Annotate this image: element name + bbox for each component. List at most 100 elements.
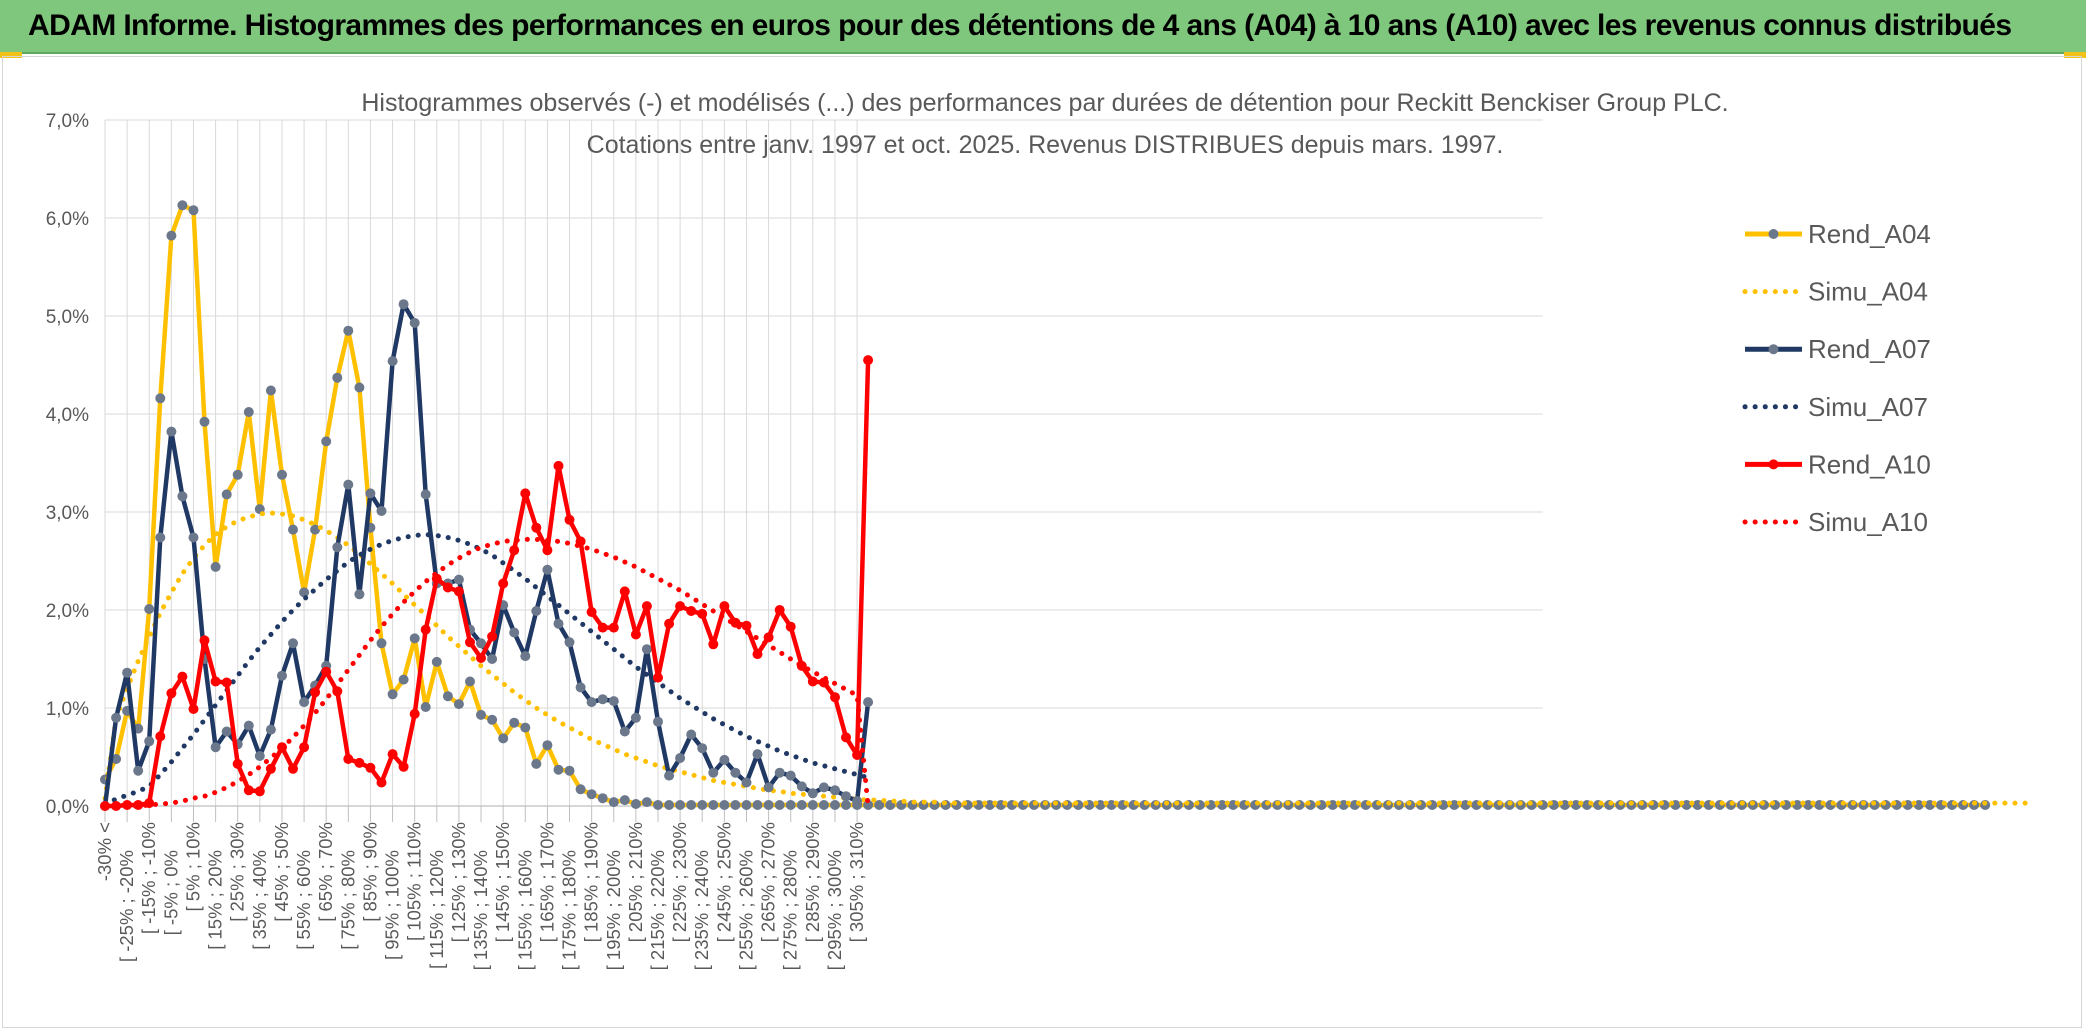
data-point bbox=[719, 601, 730, 612]
data-point bbox=[653, 672, 663, 683]
data-point bbox=[653, 716, 663, 727]
data-point bbox=[277, 670, 287, 681]
x-tick-label: [ 145% ; 150% bbox=[492, 822, 513, 942]
data-point bbox=[785, 770, 796, 781]
data-point bbox=[265, 724, 276, 735]
data-point bbox=[310, 687, 321, 698]
data-point bbox=[841, 800, 851, 810]
data-point bbox=[520, 488, 531, 499]
legend-label: Rend_A10 bbox=[1808, 449, 1931, 479]
data-point bbox=[830, 800, 840, 810]
series-simu-a07-line bbox=[102, 531, 871, 807]
data-point bbox=[774, 800, 785, 810]
y-tick-label: 2,0% bbox=[46, 601, 89, 622]
legend-marker bbox=[1768, 229, 1779, 239]
data-point bbox=[398, 761, 409, 772]
data-point bbox=[852, 796, 863, 807]
data-point bbox=[487, 714, 498, 725]
x-tick-label: [ 245% ; 250% bbox=[713, 822, 734, 942]
data-point bbox=[807, 676, 818, 687]
data-point bbox=[697, 800, 708, 810]
data-point bbox=[542, 564, 553, 575]
data-point bbox=[586, 789, 597, 800]
data-point bbox=[630, 629, 641, 640]
data-point bbox=[531, 522, 542, 533]
series-rend-a04-line bbox=[103, 203, 1986, 808]
data-point bbox=[365, 488, 376, 499]
data-point bbox=[608, 797, 619, 808]
data-point bbox=[531, 758, 542, 769]
data-point bbox=[708, 639, 719, 650]
data-point bbox=[752, 749, 763, 760]
x-tick-label: [ 255% ; 260% bbox=[735, 850, 756, 970]
data-point bbox=[708, 800, 719, 810]
data-point bbox=[741, 620, 752, 631]
data-point bbox=[155, 731, 166, 742]
x-tick-label: [ 265% ; 270% bbox=[758, 822, 779, 942]
data-point bbox=[818, 800, 829, 810]
data-point bbox=[708, 767, 719, 778]
data-point bbox=[719, 754, 730, 765]
data-point bbox=[852, 750, 863, 760]
data-point bbox=[641, 601, 652, 612]
data-point bbox=[254, 751, 265, 761]
data-point bbox=[155, 393, 166, 404]
chart-subtitle: Cotations entre janv. 1997 et oct. 2025.… bbox=[587, 131, 1504, 159]
data-point bbox=[332, 542, 343, 553]
data-point bbox=[841, 732, 851, 743]
data-point bbox=[520, 651, 531, 662]
data-point bbox=[874, 800, 885, 810]
data-point bbox=[465, 637, 475, 648]
data-point bbox=[376, 506, 387, 516]
data-point bbox=[597, 793, 608, 804]
data-point bbox=[277, 469, 287, 480]
data-point bbox=[586, 607, 597, 617]
data-point bbox=[376, 638, 387, 649]
x-tick-label: [ 155% ; 160% bbox=[514, 850, 535, 970]
data-point bbox=[288, 638, 298, 649]
data-point bbox=[796, 800, 807, 810]
x-tick-label: [ 65% ; 70% bbox=[315, 822, 336, 922]
x-tick-label: -30% < bbox=[94, 822, 115, 881]
data-point bbox=[476, 709, 486, 720]
data-point bbox=[199, 416, 210, 427]
data-point bbox=[365, 762, 376, 773]
data-point bbox=[564, 514, 575, 525]
data-point bbox=[863, 355, 874, 366]
data-point bbox=[177, 491, 188, 502]
data-point bbox=[409, 708, 420, 719]
data-point bbox=[520, 722, 531, 733]
data-point bbox=[177, 200, 188, 211]
x-tick-label: [ 25% ; 30% bbox=[227, 822, 248, 922]
data-point bbox=[719, 800, 730, 810]
data-point bbox=[630, 799, 641, 809]
data-point bbox=[575, 682, 586, 693]
data-point bbox=[221, 489, 232, 500]
data-point bbox=[830, 692, 840, 703]
y-tick-label: 1,0% bbox=[46, 699, 89, 720]
y-tick-label: 4,0% bbox=[46, 405, 89, 426]
y-tick-label: 6,0% bbox=[46, 209, 89, 230]
data-point bbox=[553, 764, 564, 775]
x-tick-label: [ 295% ; 300% bbox=[824, 850, 845, 970]
y-tick-label: 7,0% bbox=[46, 111, 89, 132]
x-tick-label: [ 175% ; 180% bbox=[559, 850, 580, 970]
data-point bbox=[675, 800, 686, 810]
chart-legend: Rend_A04 Simu_A04 Rend_A07 Simu_A07 Rend_A10… bbox=[1742, 219, 1931, 537]
data-point bbox=[686, 729, 697, 740]
data-point bbox=[741, 777, 752, 788]
data-point bbox=[730, 800, 741, 810]
data-point bbox=[343, 479, 354, 490]
data-point bbox=[619, 586, 630, 597]
data-point bbox=[752, 649, 763, 660]
data-point bbox=[155, 532, 166, 543]
data-point bbox=[376, 777, 387, 788]
data-point bbox=[586, 697, 597, 708]
data-point bbox=[807, 788, 818, 799]
data-point bbox=[841, 791, 851, 802]
data-point bbox=[564, 765, 575, 776]
data-point bbox=[310, 524, 321, 535]
data-point bbox=[387, 689, 398, 700]
data-point bbox=[343, 325, 354, 336]
